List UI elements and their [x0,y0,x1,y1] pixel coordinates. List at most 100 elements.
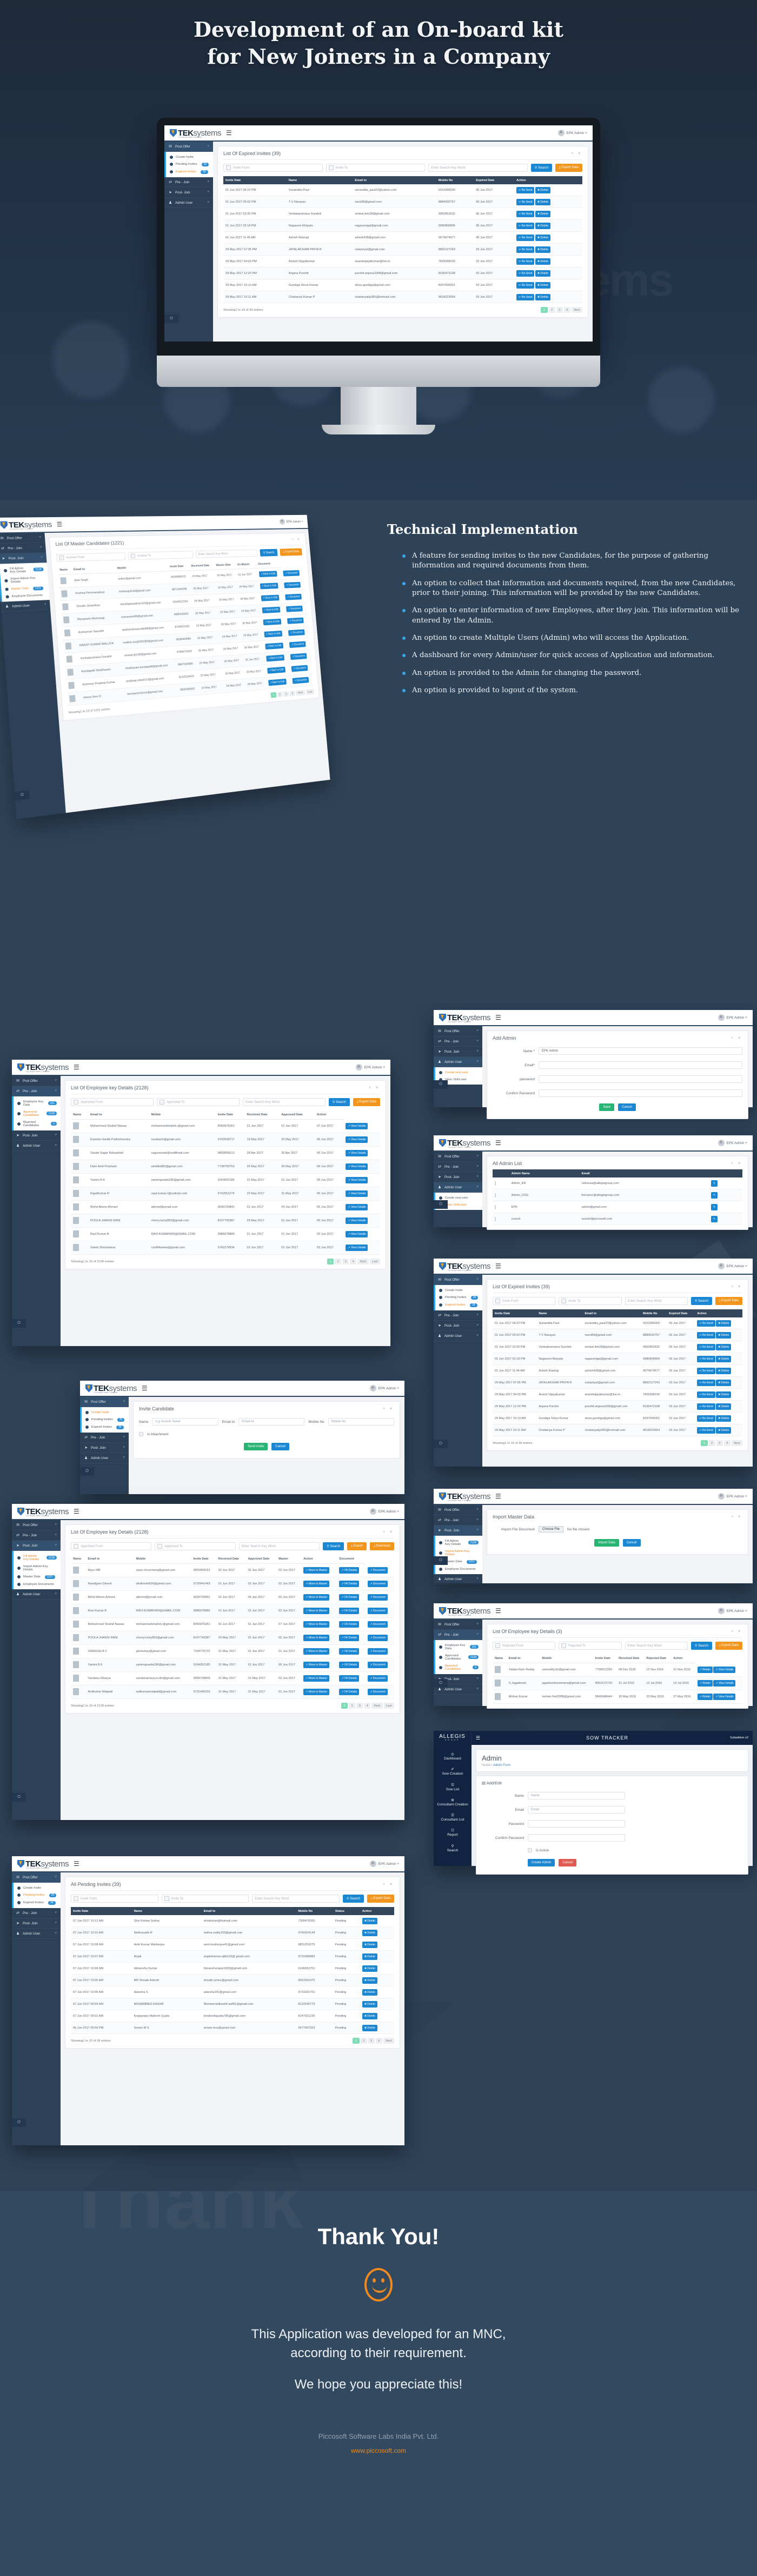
sidebar-item-admin[interactable]: ♟ Admin User ˅ [12,1589,61,1600]
card-controls[interactable]: ˄ ✕ [291,538,301,541]
move-to-master-button[interactable]: ↗ Move to Master [303,1635,330,1641]
hamburger-menu-icon[interactable]: ☰ [495,1262,501,1270]
sidebar-item-preJoin[interactable]: ⇄ Pre - Join ˅ [434,1630,482,1640]
date-to-field[interactable]: Invite To [326,164,426,172]
submenu-item[interactable]: Pending Invites 39 [435,1294,482,1301]
delete-button[interactable]: ✖ Delete [535,270,550,277]
back-to-edit-button[interactable]: ↗ Back to Edit [264,630,283,638]
hamburger-menu-icon[interactable]: ☰ [142,1384,148,1392]
page-3[interactable]: 3 [356,1703,363,1709]
document-button[interactable]: ↗ Document [368,1581,388,1587]
card-controls[interactable]: ˄ ✕ [383,1883,394,1886]
retain-button[interactable]: ↗ Retain [697,1666,713,1673]
edit-button[interactable]: ✎ [710,1203,718,1210]
view-details-button[interactable]: ↗ View Details [346,1244,368,1251]
sidebar-item-postOffer[interactable]: ✉ Post Offer ˅ [0,533,45,544]
view-details-button[interactable]: ↗ View Details [346,1177,368,1183]
card-controls[interactable]: ˄ ✕ [369,1086,380,1090]
field-input-password[interactable] [528,1820,625,1828]
edit-button[interactable]: ✎ [710,1192,718,1199]
sidebar-item-preJoin[interactable]: ⇄ Pre - Join ˅ [0,543,47,554]
cancel-button[interactable]: Cancel [622,1539,641,1547]
delete-button[interactable]: ✖ Delete [535,198,550,205]
date-to-field[interactable]: Archive To [128,551,194,560]
fill-details-button[interactable]: ↗ Fill Details [339,1594,360,1601]
submenu-item[interactable]: Employee Key Data 161 [435,1642,482,1652]
submenu-item[interactable]: Master Data 1221 [14,1573,61,1581]
hamburger-menu-icon[interactable]: ☰ [495,1139,501,1147]
hamburger-menu-icon[interactable]: ☰ [74,1063,79,1071]
edit-button[interactable]: ✎ [710,1180,718,1187]
card-controls[interactable]: ˄ ✕ [731,1515,742,1519]
delete-button[interactable]: ✖ Delete [362,1977,377,1984]
field-input-password[interactable] [539,1075,742,1083]
resend-button[interactable]: ↩ Re-Send [516,270,535,277]
delete-button[interactable]: ✖ Delete [535,282,550,289]
submenu-item[interactable]: Import Admin Key Details [14,1563,61,1573]
choose-file-button[interactable]: Choose File [539,1526,564,1533]
sow-nav-item-dashboard[interactable]: ◎ Dashboard [434,1749,472,1764]
document-button[interactable]: ↗ Document [368,1635,388,1641]
search-input[interactable]: Enter Search Key Word [252,1895,340,1903]
field-input-mobile-no[interactable]: Mobile No [328,1418,394,1426]
retain-button[interactable]: ↗ Retain [697,1680,713,1687]
view-details-button[interactable]: ↗ View Details [346,1122,368,1129]
card-controls[interactable]: ˄ ✕ [731,1036,742,1040]
view-details-button[interactable]: ↗ View Details [346,1204,368,1210]
fill-details-button[interactable]: ↗ Fill Details [339,1621,360,1628]
document-button[interactable]: ↗ Document [368,1675,388,1682]
submenu-item[interactable]: View / Edit user [435,1076,482,1083]
delete-button[interactable]: ✖ Delete [716,1367,732,1374]
delete-button[interactable]: ✖ Delete [535,258,550,265]
retain-button[interactable]: ↗ Retain [697,1694,713,1700]
is-attachment-checkbox[interactable] [139,1432,143,1436]
document-button[interactable]: ↗ Document [368,1608,388,1614]
cancel-button[interactable]: Cancel [618,1103,636,1111]
logout-power-button[interactable]: ⏻ [12,1793,26,1802]
page-2[interactable]: 2 [548,307,555,313]
back-to-edit-button[interactable]: ↗ Back to Edit [260,583,278,590]
resend-button[interactable]: ↩ Re-Send [697,1332,715,1339]
page-1[interactable]: 1 [701,1440,708,1446]
user-menu[interactable]: EPK Admin ˅ [369,1861,399,1867]
user-menu[interactable]: EPK Admin ˅ [718,1014,747,1021]
delete-button[interactable]: ✖ Delete [716,1320,732,1327]
user-menu[interactable]: EPK Admin ˅ [279,519,303,525]
delete-button[interactable]: ✖ Delete [716,1391,732,1398]
row-checkbox[interactable] [495,1193,496,1197]
search-button[interactable]: ⚲ Search [328,1098,350,1106]
view-details-button[interactable]: ↗ View Details [713,1694,736,1700]
user-menu[interactable]: EPK Admin ˅ [557,130,587,136]
logout-power-button[interactable]: ⏻ [12,2118,26,2127]
date-from-field[interactable]: Invite From [223,164,323,172]
create-admin-button[interactable]: Create Admin [528,1859,555,1866]
is-active-checkbox[interactable] [528,1848,532,1852]
logout-power-button[interactable]: ⏻ [434,1440,448,1448]
delete-button[interactable]: ✖ Delete [362,2012,377,2019]
document-button[interactable]: ↗ Document [289,641,306,648]
delete-button[interactable]: ✖ Delete [716,1403,732,1410]
document-button[interactable]: ↗ Document [368,1689,388,1695]
submenu-item[interactable]: Create new user [435,1194,482,1201]
page-1[interactable]: 1 [353,2038,360,2044]
sidebar-item-postOffer[interactable]: ✉ Post Offer ˅ [434,1275,482,1285]
sidebar-item-postJoin[interactable]: ➤Post- Join˅ [164,188,213,198]
date-from-field[interactable]: Invite From [493,1297,556,1305]
submenu-item[interactable]: Rejected Candidates 3 [14,1119,61,1129]
field-input-name[interactable]: Name [528,1792,625,1799]
sidebar-item-postJoin[interactable]: ➤Post- Join˅ [12,1130,61,1141]
cancel-button[interactable]: Cancel [271,1443,289,1450]
sidebar-item-postJoin[interactable]: ➤Post- Join˅ [12,1541,61,1551]
user-menu[interactable]: EPK Admin ˅ [718,1140,747,1146]
search-button[interactable]: ⚲ Search [690,1642,712,1650]
sidebar-item-postJoin[interactable]: ➤Post- Join˅ [12,1918,61,1929]
submenu-item[interactable]: Approved Candidates 2128 [435,1652,482,1662]
logout-power-button[interactable]: ⏻ [12,1319,26,1328]
delete-button[interactable]: ✖ Delete [362,2024,377,2031]
sidebar-item-admin[interactable]: ♟ Admin User ˅ [1,600,51,612]
card-controls[interactable]: ˄ ✕ [731,1630,742,1634]
export-button-0[interactable]: ⤓ Export Data [367,1895,395,1903]
export-button-0[interactable]: ⤓ Export Data [715,1642,742,1650]
view-details-button[interactable]: ↗ View Details [713,1666,736,1673]
search-button[interactable]: ⚲ Search [260,548,278,557]
